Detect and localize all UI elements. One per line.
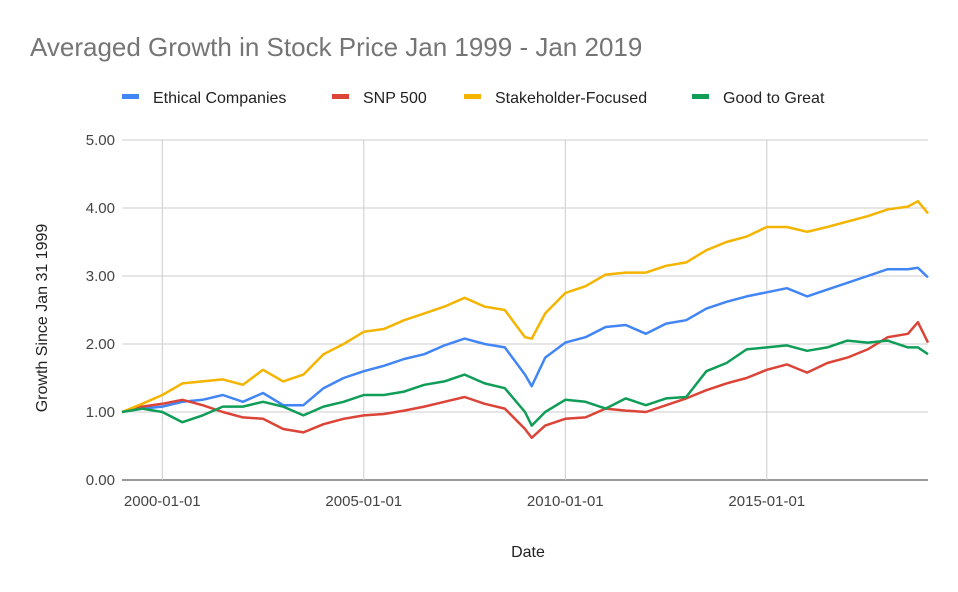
legend-swatch [122,94,139,99]
legend-swatch [332,94,349,99]
x-tick-label: 2005-01-01 [325,493,402,510]
y-tick-label: 3.00 [86,268,115,285]
legend-label: Good to Great [723,90,825,107]
x-tick-label: 2010-01-01 [527,493,604,510]
legend-swatch [692,94,709,99]
gridlines [122,139,928,481]
series-line-snp-500 [121,320,930,440]
series-line-stakeholder-focused [121,199,929,414]
y-tick-label: 4.00 [86,200,115,217]
legend: Ethical Companies SNP 500 Stakeholder-Focu… [122,90,825,107]
series-line-good-to-great [121,339,929,427]
chart-title: Averaged Growth in Stock Price Jan 1999 … [30,32,642,62]
legend-label: SNP 500 [363,90,427,107]
legend-label: Stakeholder-Focused [495,90,647,107]
x-axis: 2000-01-01 2005-01-01 2010-01-01 2015-01-01 [124,493,805,510]
y-tick-label: 1.00 [86,404,115,421]
y-axis: 0.00 1.00 2.00 3.00 4.00 5.00 [86,132,115,489]
x-tick-label: 2015-01-01 [728,493,805,510]
series-line-ethical-companies [121,266,929,414]
plot-area [121,199,930,440]
x-tick-label: 2000-01-01 [124,493,201,510]
y-tick-label: 2.00 [86,336,115,353]
y-axis-title: Growth Since Jan 31 1999 [34,224,51,413]
y-tick-label: 5.00 [86,132,115,149]
y-tick-label: 0.00 [86,472,115,489]
legend-label: Ethical Companies [153,90,286,107]
x-axis-title: Date [511,544,545,561]
legend-swatch [464,94,481,99]
